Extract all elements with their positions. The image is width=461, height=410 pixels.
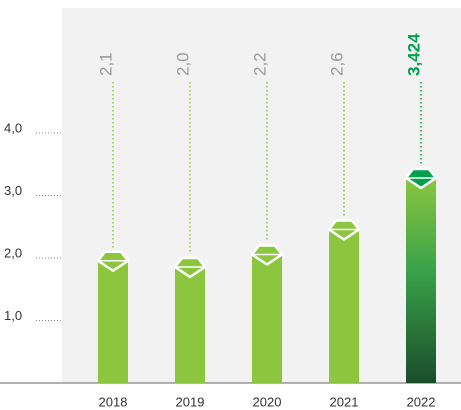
bar (406, 177, 436, 383)
x-tick-label: 2018 (99, 394, 128, 409)
bar (329, 228, 359, 383)
value-label: 3,424 (404, 33, 423, 76)
y-tick-label: 2,0 (4, 245, 22, 260)
x-tick-label: 2021 (330, 394, 359, 409)
value-label: 2,6 (327, 52, 346, 76)
value-label: 2,1 (96, 52, 115, 76)
bar (175, 266, 205, 383)
y-tick-label: 3,0 (4, 183, 22, 198)
value-label: 2,2 (250, 52, 269, 76)
x-tick-label: 2020 (253, 394, 282, 409)
value-label: 2,0 (173, 52, 192, 76)
y-tick-label: 1,0 (4, 308, 22, 323)
bar (252, 253, 282, 383)
x-tick-label: 2019 (176, 394, 205, 409)
x-tick-label: 2022 (407, 394, 436, 409)
y-tick-label: 4,0 (4, 120, 22, 135)
bar (98, 259, 128, 383)
